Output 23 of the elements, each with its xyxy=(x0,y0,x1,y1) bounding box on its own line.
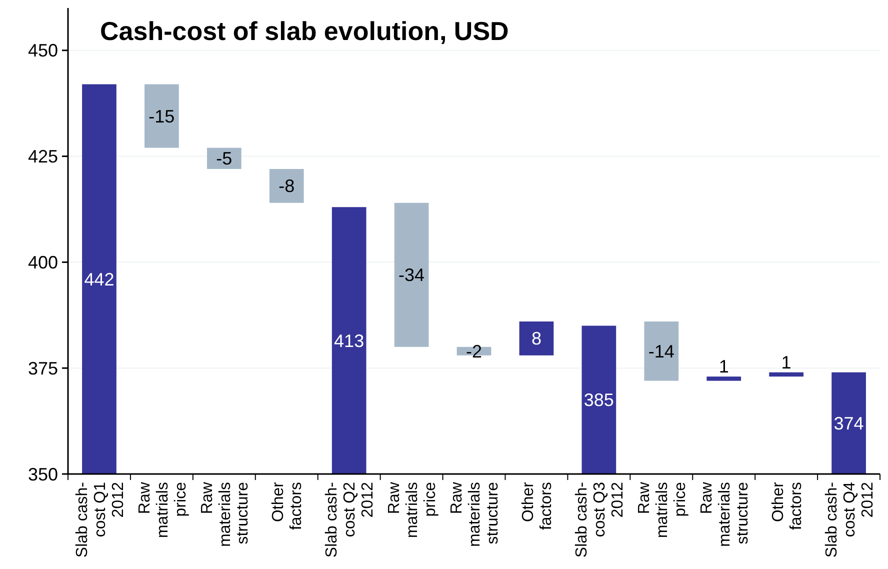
chart-title: Cash-cost of slab evolution, USD xyxy=(100,16,509,46)
data-label: -15 xyxy=(148,106,175,126)
y-tick-label: 450 xyxy=(28,40,58,61)
data-label: 1 xyxy=(781,352,792,372)
y-tick-label: 350 xyxy=(28,464,58,484)
x-tick-label: Raw matrials price xyxy=(136,482,190,538)
data-label: 374 xyxy=(834,413,864,434)
y-tick-label: 400 xyxy=(28,252,58,272)
data-label: -2 xyxy=(466,341,482,362)
data-label: 1 xyxy=(718,356,729,377)
x-tick-label: Raw matrials price xyxy=(386,482,440,538)
x-tick-label: Slab cash-cost Q1 2012 xyxy=(74,482,127,558)
data-label: 385 xyxy=(584,390,614,410)
data-label: 442 xyxy=(84,269,114,290)
x-tick-label: Raw matrials price xyxy=(636,482,689,538)
data-label: -14 xyxy=(648,341,674,362)
data-label: 8 xyxy=(531,328,542,349)
y-tick-label: 425 xyxy=(28,146,58,167)
data-label: -34 xyxy=(398,265,425,286)
data-label: -5 xyxy=(216,148,232,169)
y-tick-label: 375 xyxy=(28,358,58,378)
data-label: 413 xyxy=(334,330,364,351)
data-label: -8 xyxy=(278,176,295,196)
